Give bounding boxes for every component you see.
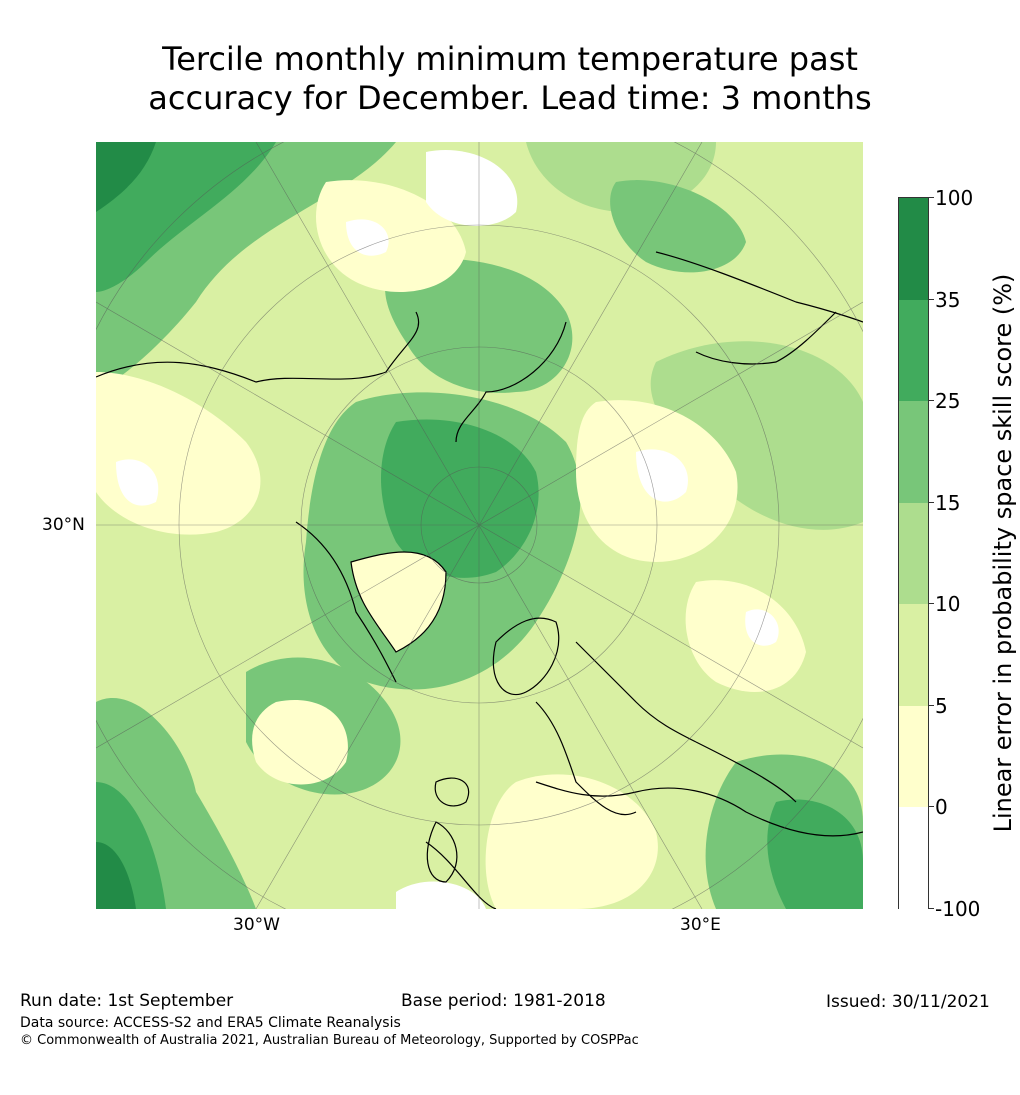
colorbar-tick-label: 0	[935, 795, 948, 819]
lon-30w-label: 30°W	[233, 915, 280, 935]
colorbar-segment	[899, 300, 928, 401]
colorbar-segment	[899, 503, 928, 604]
coastlines	[96, 251, 863, 909]
title-line-2: accuracy for December. Lead time: 3 mont…	[148, 79, 872, 117]
colorbar-segment	[899, 401, 928, 503]
tick-mark	[929, 299, 934, 300]
colorbar-tick-label: -100	[935, 897, 981, 921]
colorbar-segment	[899, 604, 928, 706]
colorbar-segment	[899, 706, 928, 807]
colorbar-tick-label: 100	[935, 186, 974, 210]
title-line-1: Tercile monthly minimum temperature past	[162, 40, 858, 78]
tick-mark	[929, 197, 934, 198]
base-period: Base period: 1981-2018	[401, 991, 606, 1011]
colorbar-segment	[899, 807, 928, 909]
low-skill-patches	[96, 150, 806, 909]
colorbar-segment	[899, 198, 928, 300]
polar-map-svg	[96, 142, 863, 909]
tick-mark	[929, 400, 934, 401]
run-date: Run date: 1st September	[20, 991, 234, 1011]
tick-mark	[929, 908, 934, 909]
issued-date: Issued: 30/11/2021	[826, 992, 990, 1012]
tick-mark	[929, 705, 934, 706]
graticule	[96, 142, 863, 909]
colorbar-tick-label: 25	[935, 389, 961, 413]
lat-30n-label: 30°N	[42, 515, 85, 535]
lon-30e-label: 30°E	[680, 915, 721, 935]
colorbar-title: Linear error in probability space skill …	[989, 273, 1017, 833]
tick-mark	[929, 502, 934, 503]
map-title: Tercile monthly minimum temperature past…	[0, 40, 1020, 118]
polar-map	[96, 142, 863, 909]
colorbar-tick-label: 10	[935, 592, 961, 616]
colorbar-tick-label: 35	[935, 288, 961, 312]
tick-mark	[929, 806, 934, 807]
tick-mark	[929, 603, 934, 604]
data-source: Data source: ACCESS-S2 and ERA5 Climate …	[20, 1015, 401, 1031]
colorbar-tick-label: 15	[935, 491, 961, 515]
colorbar-tick-label: 5	[935, 694, 948, 718]
colorbar	[898, 197, 929, 909]
copyright: © Commonwealth of Australia 2021, Austra…	[20, 1033, 639, 1048]
